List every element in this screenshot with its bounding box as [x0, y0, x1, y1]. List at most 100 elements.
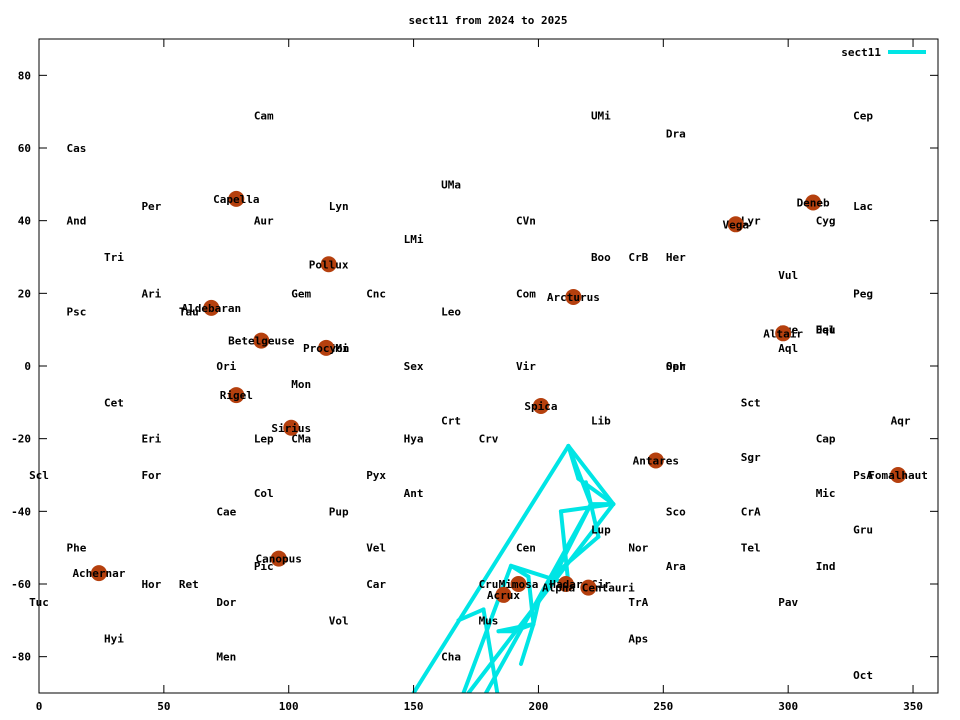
constellation-label-dor: Dor [216, 596, 236, 609]
constellation-label-tra: TrA [628, 596, 648, 609]
constellation-label-cap: Cap [816, 433, 836, 446]
y-tick-label-20: 20 [18, 287, 31, 300]
constellation-label-tel: Tel [741, 542, 761, 555]
constellation-label-aql: Aql [778, 342, 798, 355]
constellation-label-aur: Aur [254, 215, 274, 228]
constellation-label-lyr: Lyr [741, 215, 761, 228]
legend: sect11 [841, 46, 926, 59]
constellation-label-nor: Nor [628, 542, 648, 555]
series-segment-21 [566, 443, 581, 481]
chart-marks: Cam UMi Cep Dra Cas UMa Per Lyn Lac And Aur CVn Cyg L… [29, 109, 928, 693]
constellation-label-eri: Eri [141, 433, 161, 446]
constellation-label-sex: Sex [404, 360, 424, 373]
constellation-label-cas: Cas [67, 142, 87, 155]
constellation-label-pyx: Pyx [366, 469, 386, 482]
constellation-label-phe: Phe [67, 542, 87, 555]
constellation-label-crv: Crv [479, 433, 499, 446]
star-label-alpha-centauri: Alpha Centauri [542, 582, 635, 595]
constellation-label-per: Per [141, 200, 161, 213]
constellation-label-lac: Lac [853, 200, 873, 213]
y-tick-label-0: 0 [24, 360, 31, 373]
star-label-rigel: Rigel [220, 389, 253, 402]
star-label-deneb: Deneb [797, 197, 830, 210]
star-marker-mimosa [510, 576, 527, 592]
star-marker-altair [775, 325, 792, 342]
series-segment-0 [566, 443, 616, 507]
constellation-label-cen: Cen [516, 542, 536, 555]
constellation-label-boo: Boo [591, 251, 611, 264]
star-label-aldebaran: Aldebaran [182, 302, 242, 315]
constellation-label-del: Del [816, 324, 836, 337]
constellation-label-cmi: CMi [329, 342, 349, 355]
constellation-label-cha: Cha [441, 651, 461, 664]
constellation-label-cra: CrA [741, 505, 761, 518]
constellation-label-mic: Mic [816, 487, 836, 500]
star-marker-hadar [557, 576, 574, 592]
x-tick-label-100: 100 [279, 700, 299, 713]
star-marker-spica [532, 397, 549, 414]
constellation-label-ori: Ori [216, 360, 236, 373]
constellation-label-psc: Psc [67, 306, 87, 319]
axis-ticks: 0 50 100 150 200 250 300 350 -80 -60 -40 -20 0 20 40 60… [11, 39, 938, 713]
star-marker-capella [228, 190, 245, 207]
constellation-label-sco: Sco [666, 505, 686, 518]
constellation-label-pav: Pav [778, 596, 798, 609]
constellation-label-lmi: LMi [404, 233, 424, 246]
star-label-sirius: Sirius [271, 422, 311, 435]
star-label-acrux: Acrux [487, 589, 520, 602]
constellation-label-hya: Hya [404, 433, 424, 446]
y-tick-label--20: -20 [11, 433, 31, 446]
constellation-label-aqr: Aqr [891, 415, 911, 428]
star-label-mimosa: Mimosa [499, 578, 539, 591]
y-tick-label-40: 40 [18, 215, 31, 228]
constellation-label-col: Col [254, 487, 274, 500]
star-marker-procyon [318, 339, 335, 356]
series-segment-6 [553, 502, 593, 576]
star-marker-aldebaran [203, 299, 220, 316]
series-segment-16 [526, 574, 536, 626]
constellation-label-vol: Vol [329, 614, 349, 627]
star-marker-fomalhaut [890, 467, 907, 483]
x-tick-label-0: 0 [36, 700, 43, 713]
star-label-hadar: Hadar [549, 578, 582, 591]
constellation-label-vel: Vel [366, 542, 386, 555]
constellation-label-leo: Leo [441, 306, 461, 319]
constellation-label-hyi: Hyi [104, 633, 124, 646]
constellation-label-cae: Cae [216, 505, 236, 518]
star-marker-sirius [283, 419, 300, 436]
constellation-label-vul: Vul [778, 269, 798, 282]
series-segment-22 [553, 534, 601, 576]
series-segment-20 [583, 480, 601, 539]
star-marker-antares [647, 452, 664, 469]
star-label-pollux: Pollux [309, 258, 349, 271]
star-marker-pollux [320, 256, 337, 273]
series-sect11 [411, 443, 616, 693]
y-tick-label-80: 80 [18, 69, 31, 82]
series-segment-17 [531, 600, 541, 626]
constellation-label-aps: Aps [628, 633, 648, 646]
constellation-label-umi: UMi [591, 109, 611, 122]
chart-title: sect11 from 2024 to 2025 [409, 14, 568, 27]
x-tick-label-350: 350 [903, 700, 923, 713]
x-tick-label-250: 250 [653, 700, 673, 713]
constellation-label-cvn: CVn [516, 215, 536, 228]
series-segment-7 [558, 509, 571, 586]
constellation-label-cyg: Cyg [816, 215, 836, 228]
x-tick-label-50: 50 [157, 700, 170, 713]
constellation-label-hor: Hor [141, 578, 161, 591]
constellation-label-lup: Lup [591, 524, 611, 537]
series-segment-1 [411, 443, 571, 693]
series-segment-10 [518, 621, 536, 666]
constellation-label-psa: PsA [853, 469, 873, 482]
star-label-antares: Antares [633, 454, 679, 467]
star-marker-canopus [270, 550, 287, 567]
y-tick-label--40: -40 [11, 505, 31, 518]
constellation-label-sgr: Sgr [741, 451, 761, 464]
constellation-label-and: And [67, 215, 87, 228]
constellation-label-gru: Gru [853, 524, 873, 537]
y-tick-label-60: 60 [18, 142, 31, 155]
constellation-label-crb: CrB [628, 251, 648, 264]
star-marker-betelgeuse [253, 332, 270, 349]
constellation-label-lib: Lib [591, 415, 611, 428]
